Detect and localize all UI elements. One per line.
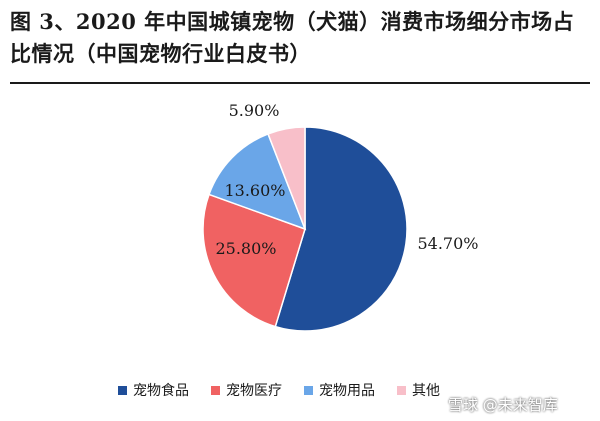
pie-slice-supplies: [208, 132, 307, 231]
legend-label-other: 其他: [412, 383, 440, 399]
pie-slice-medical: [202, 193, 306, 328]
legend-swatch-other: [397, 385, 406, 395]
legend-swatch-food: [118, 385, 127, 395]
data-label-medical: 25.80%: [215, 239, 276, 258]
pie-chart: 54.70% 25.80% 13.60% 5.90%: [202, 101, 479, 332]
data-label-supplies: 13.60%: [224, 181, 285, 200]
data-label-food: 54.70%: [417, 234, 478, 253]
data-label-other: 5.90%: [229, 101, 280, 120]
legend-item-medical: 宠物医疗: [211, 380, 282, 400]
legend-item-food: 宠物食品: [118, 380, 189, 400]
legend-swatch-medical: [211, 385, 220, 395]
legend-swatch-supplies: [304, 385, 313, 395]
chart-legend: 宠物食品 宠物医疗 宠物用品 其他: [118, 380, 440, 400]
legend-label-medical: 宠物医疗: [226, 383, 282, 399]
watermark: 雪球 @未来智库: [448, 396, 558, 414]
legend-label-food: 宠物食品: [133, 383, 189, 399]
legend-item-supplies: 宠物用品: [304, 380, 375, 400]
legend-label-supplies: 宠物用品: [319, 383, 375, 399]
chart-title: 图 3、2020 年中国城镇宠物（犬猫）消费市场细分市场占比情况（中国宠物行业白…: [10, 9, 575, 66]
pie-slice-food: [274, 126, 408, 332]
legend-item-other: 其他: [397, 380, 440, 400]
title-divider: [10, 82, 590, 84]
pie-slice-other: [267, 126, 306, 230]
